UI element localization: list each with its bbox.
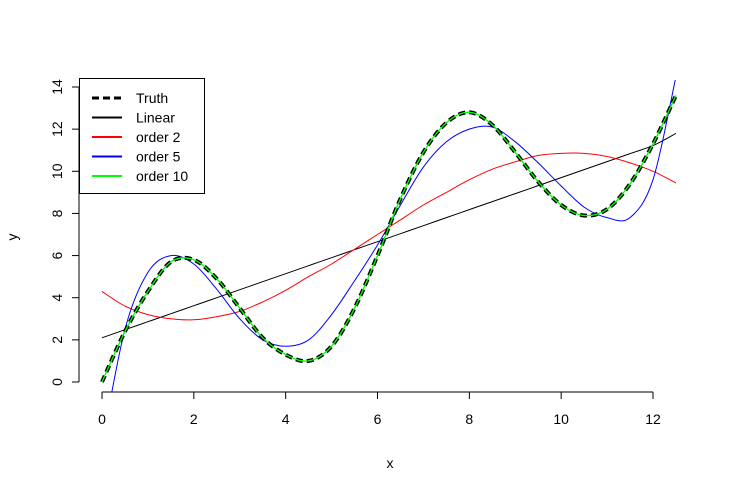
x-axis-label: x	[387, 455, 394, 471]
x-tick-label: 12	[645, 411, 661, 427]
x-tick-label: 2	[190, 411, 198, 427]
y-tick-label: 6	[49, 251, 65, 259]
series-layer	[100, 80, 678, 392]
y-tick-label: 12	[49, 121, 65, 137]
legend-label: order 2	[136, 129, 181, 145]
x-tick-label: 0	[98, 411, 106, 427]
y-tick-label: 2	[49, 336, 65, 344]
x-tick-label: 4	[282, 411, 290, 427]
x-tick-label: 8	[465, 411, 473, 427]
series-line-linear	[101, 132, 677, 339]
y-tick-label: 10	[49, 163, 65, 179]
legend-label: Linear	[136, 110, 175, 126]
y-axis: 0 2 4 6 8 10 12 14	[49, 79, 80, 386]
y-tick-label: 14	[49, 79, 65, 95]
y-axis-label: y	[4, 234, 20, 241]
y-tick-label: 8	[49, 209, 65, 217]
y-tick-label: 4	[49, 294, 65, 302]
x-axis: 0 2 4 6 8 10 12	[98, 391, 661, 427]
x-tick-label: 6	[374, 411, 382, 427]
legend-label: Truth	[136, 90, 168, 106]
y-tick-label: 0	[49, 378, 65, 386]
series-line-order-10	[101, 95, 677, 383]
legend-label: order 10	[136, 168, 188, 184]
legend-label: order 5	[136, 149, 181, 165]
legend: Truth Linear order 2 order 5 order 10	[79, 78, 205, 194]
x-tick-label: 10	[553, 411, 569, 427]
